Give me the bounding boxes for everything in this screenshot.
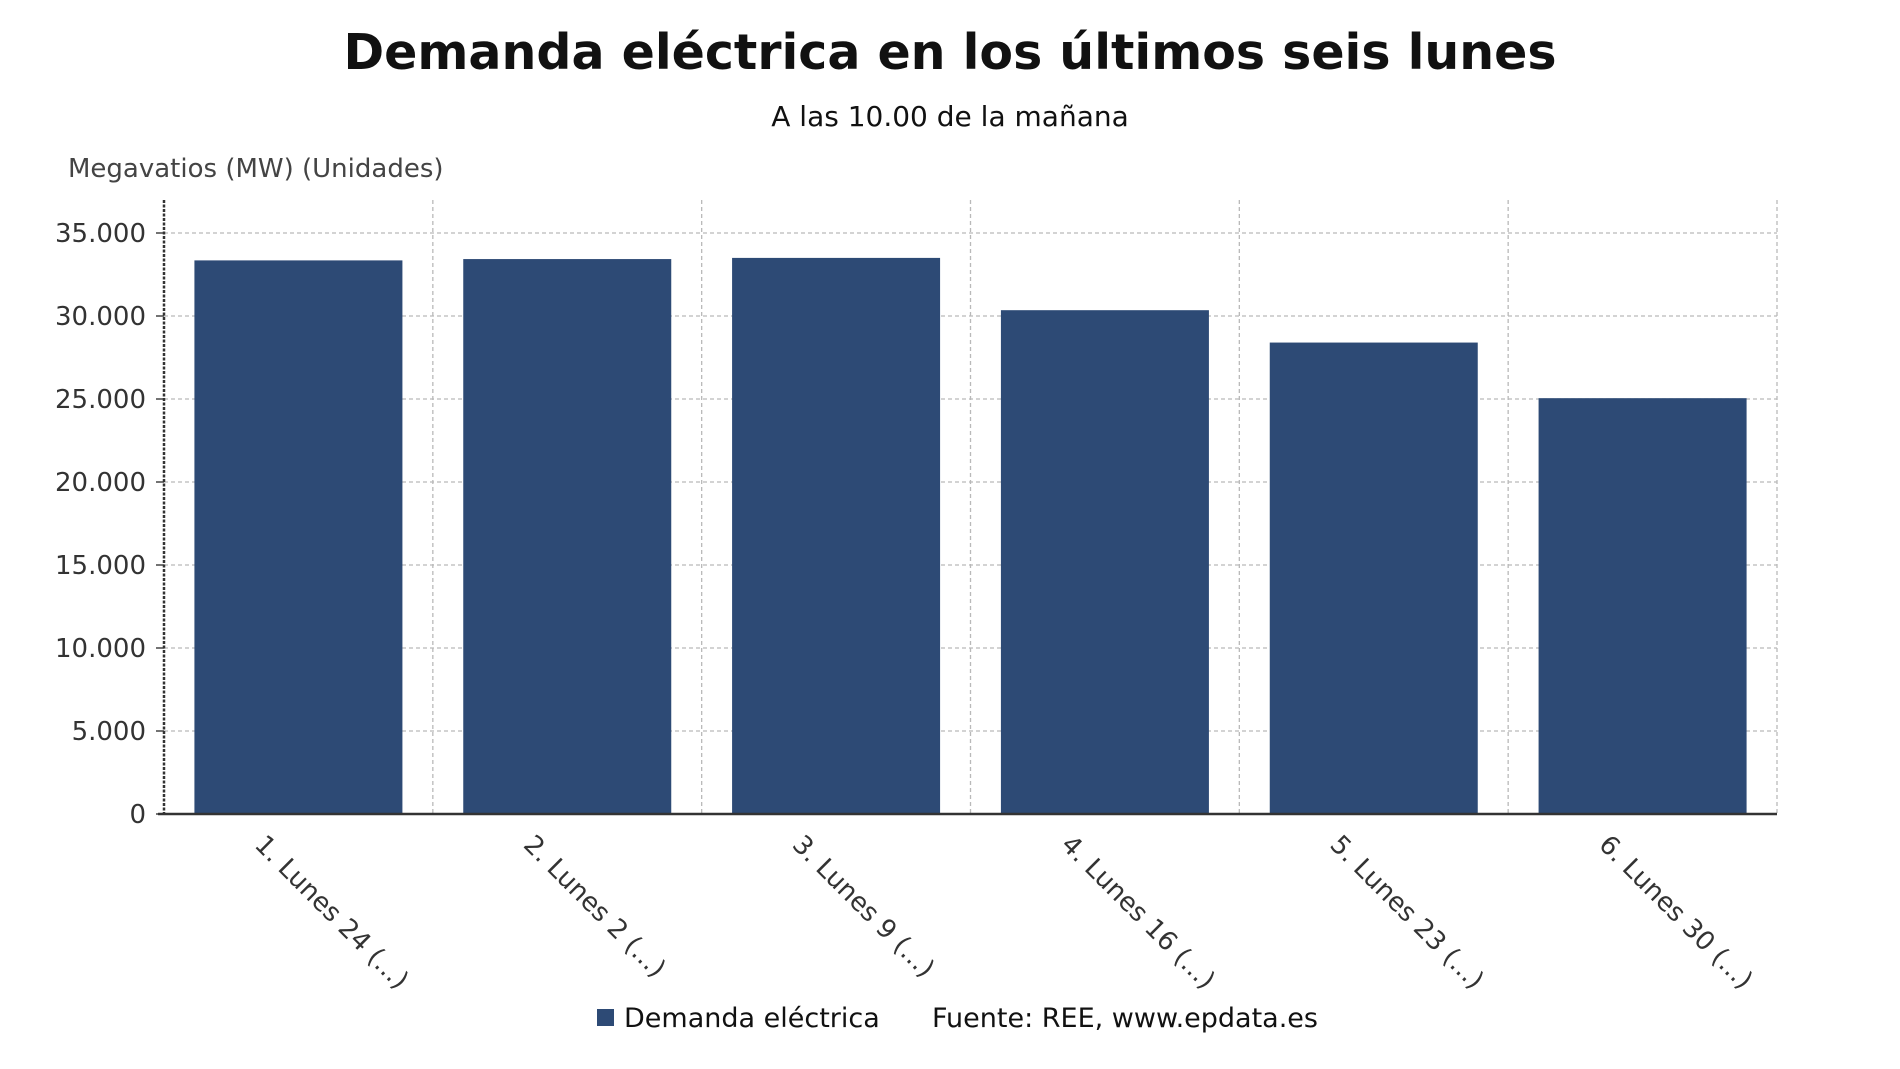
bar	[194, 260, 403, 814]
chart-title: Demanda eléctrica en los últimos seis lu…	[343, 24, 1557, 81]
y-tick-label: 25.000	[55, 385, 146, 415]
y-axis-label: Megavatios (MW) (Unidades)	[68, 154, 444, 184]
bars	[194, 257, 1747, 814]
bar	[1538, 398, 1747, 814]
x-tick-labels: 1. Lunes 24 (...) 2. Lunes 2 (...) 3. Lune…	[248, 830, 1758, 996]
legend-label: Demanda eléctrica	[624, 1003, 880, 1034]
y-tick-label: 5.000	[72, 717, 146, 747]
y-tick-labels: 0 5.000 10.000 15.000 20.000 25.000 30.000 35.0…	[55, 219, 146, 830]
y-tick-label: 20.000	[55, 468, 146, 498]
bar	[1000, 310, 1209, 814]
bar	[463, 259, 672, 814]
bar	[732, 257, 941, 814]
legend-swatch	[597, 1009, 614, 1026]
legend: Demanda eléctrica Fuente: REE, www.epdat…	[597, 1003, 1318, 1034]
x-tick-label: 2. Lunes 2 (...)	[517, 830, 671, 984]
grid-lines	[156, 200, 1778, 815]
y-tick-label: 0	[129, 800, 146, 830]
axes	[158, 200, 1777, 816]
y-tick-label: 30.000	[55, 302, 146, 332]
y-tick-label: 10.000	[55, 634, 146, 664]
chart-subtitle: A las 10.00 de la mañana	[771, 100, 1129, 133]
source-text: Fuente: REE, www.epdata.es	[932, 1003, 1318, 1034]
x-tick-label: 6. Lunes 30 (...)	[1593, 830, 1759, 996]
bar	[1269, 342, 1478, 814]
x-tick-label: 4. Lunes 16 (...)	[1055, 830, 1221, 996]
y-tick-label: 15.000	[55, 551, 146, 581]
x-tick-label: 3. Lunes 9 (...)	[786, 830, 940, 984]
y-tick-label: 35.000	[55, 219, 146, 249]
x-tick-label: 5. Lunes 23 (...)	[1324, 830, 1490, 996]
x-tick-label: 1. Lunes 24 (...)	[248, 830, 414, 996]
